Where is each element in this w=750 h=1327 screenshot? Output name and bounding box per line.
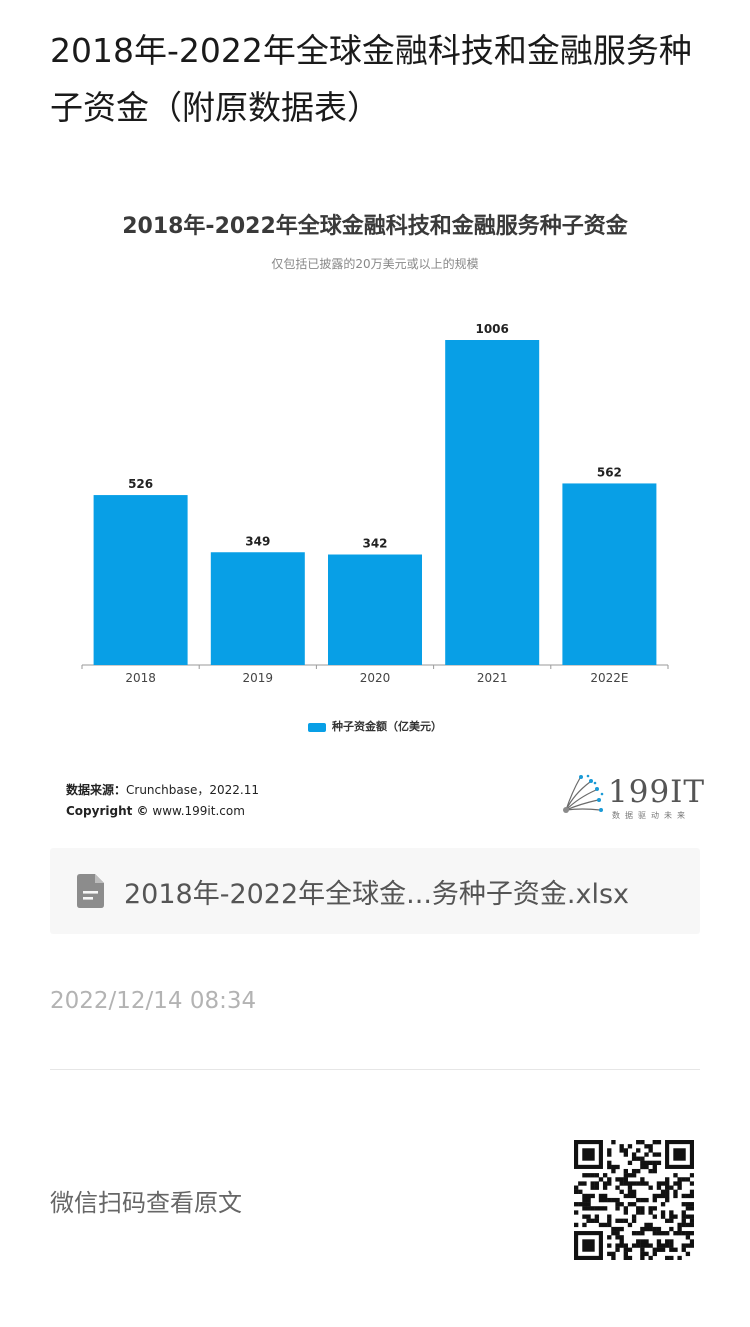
publish-timestamp: 2022/12/14 08:34 bbox=[50, 988, 257, 1014]
x-tick-label-2019: 2019 bbox=[243, 671, 274, 685]
page-title: 2018年-2022年全球金融科技和金融服务种子资金（附原数据表） bbox=[50, 31, 692, 127]
bar-2018 bbox=[93, 495, 188, 665]
source-text: Crunchbase，2022.11 bbox=[126, 783, 259, 797]
source-label: 数据来源： bbox=[66, 783, 127, 797]
divider bbox=[50, 1069, 700, 1070]
logo-slogan: 数据驱动未来 bbox=[612, 811, 690, 820]
bar-2019 bbox=[210, 552, 305, 665]
qr-finder-pattern bbox=[582, 1148, 595, 1161]
bar-2022E bbox=[562, 483, 657, 665]
logo-text: 199IT bbox=[608, 774, 706, 810]
chart-title: 2018年-2022年全球金融科技和金融服务种子资金 bbox=[122, 214, 628, 239]
bar-2020 bbox=[328, 554, 422, 665]
attachment-filename: 2018年-2022年全球金...务种子资金.xlsx bbox=[124, 878, 630, 910]
data-label-2018: 526 bbox=[128, 477, 153, 491]
x-tick-label-2022E: 2022E bbox=[590, 671, 628, 685]
data-label-2022E: 562 bbox=[597, 465, 622, 479]
data-source: 数据来源：Crunchbase，2022.11 Copyright © www.… bbox=[66, 780, 259, 822]
data-label-2021: 1006 bbox=[475, 322, 508, 336]
attachment-file[interactable]: 2018年-2022年全球金...务种子资金.xlsx bbox=[50, 848, 700, 934]
copyright-text: www.199it.com bbox=[152, 804, 245, 818]
legend-label: 种子资金额（亿美元） bbox=[332, 720, 442, 733]
dandelion-logo-icon bbox=[563, 774, 604, 813]
x-tick-label-2020: 2020 bbox=[360, 671, 391, 685]
chart-figure: 2018年-2022年全球金融科技和金融服务种子资金 仅包括已披露的20万美元或… bbox=[0, 214, 750, 734]
qr-finder-pattern bbox=[582, 1239, 595, 1252]
x-tick-label-2021: 2021 bbox=[477, 671, 508, 685]
qr-finder-pattern bbox=[673, 1148, 686, 1161]
chart-legend: 种子资金额（亿美元） bbox=[0, 718, 750, 734]
x-tick-label-2018: 2018 bbox=[125, 671, 156, 685]
chart-subtitle: 仅包括已披露的20万美元或以上的规模 bbox=[271, 257, 479, 271]
legend-swatch bbox=[308, 722, 326, 732]
qr-code[interactable] bbox=[574, 1140, 694, 1260]
bar-2021 bbox=[445, 340, 540, 665]
qr-hint-text: 微信扫码查看原文 bbox=[50, 1189, 242, 1217]
copyright-label: Copyright © bbox=[66, 804, 149, 818]
data-label-2019: 349 bbox=[245, 534, 270, 548]
document-icon bbox=[77, 874, 104, 908]
bar-chart: 526 2018 349 2019 342 2020 1006 2021 562 2022E bbox=[81, 322, 669, 685]
199it-logo: 199IT 数据驱动未来 bbox=[560, 772, 704, 822]
data-label-2020: 342 bbox=[362, 537, 387, 551]
